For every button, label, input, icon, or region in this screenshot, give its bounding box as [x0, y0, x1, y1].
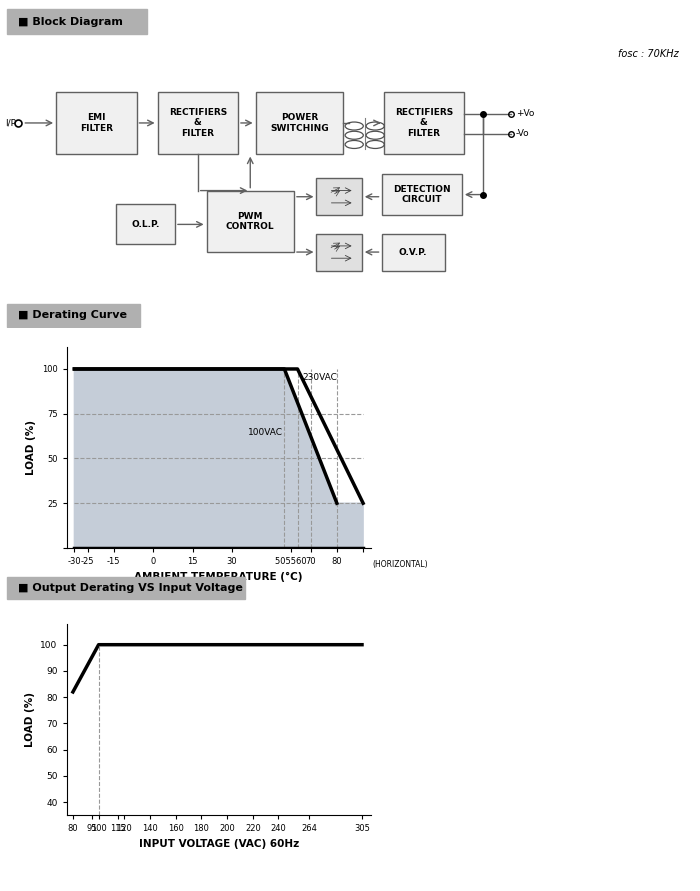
FancyBboxPatch shape — [316, 233, 362, 271]
Text: 230VAC: 230VAC — [302, 372, 337, 381]
Text: EMI
FILTER: EMI FILTER — [80, 113, 113, 133]
Text: ■ Block Diagram: ■ Block Diagram — [18, 17, 122, 27]
FancyBboxPatch shape — [206, 191, 294, 252]
Text: RECTIFIERS
&
FILTER: RECTIFIERS & FILTER — [395, 108, 453, 138]
Text: O.L.P.: O.L.P. — [131, 220, 160, 229]
Y-axis label: LOAD (%): LOAD (%) — [25, 692, 35, 747]
FancyBboxPatch shape — [256, 92, 343, 153]
Text: O.V.P.: O.V.P. — [399, 248, 427, 257]
X-axis label: INPUT VOLTAGE (VAC) 60Hz: INPUT VOLTAGE (VAC) 60Hz — [139, 838, 299, 849]
Text: (HORIZONTAL): (HORIZONTAL) — [372, 560, 428, 569]
Text: RECTIFIERS
&
FILTER: RECTIFIERS & FILTER — [169, 108, 227, 138]
FancyBboxPatch shape — [316, 178, 362, 215]
Text: DETECTION
CIRCUIT: DETECTION CIRCUIT — [393, 184, 451, 204]
FancyBboxPatch shape — [7, 304, 140, 327]
Text: PWM
CONTROL: PWM CONTROL — [226, 212, 274, 231]
FancyBboxPatch shape — [56, 92, 136, 153]
Text: 100VAC: 100VAC — [248, 429, 283, 437]
Text: +Vo: +Vo — [516, 110, 534, 119]
FancyBboxPatch shape — [384, 92, 464, 153]
Text: POWER
SWITCHING: POWER SWITCHING — [270, 113, 328, 133]
Text: I/P: I/P — [6, 119, 17, 127]
Text: -Vo: -Vo — [516, 129, 529, 138]
Polygon shape — [74, 369, 363, 548]
FancyBboxPatch shape — [382, 233, 444, 271]
FancyBboxPatch shape — [7, 9, 147, 34]
Text: ■ Derating Curve: ■ Derating Curve — [18, 310, 127, 320]
FancyBboxPatch shape — [158, 92, 238, 153]
Text: fosc : 70KHz: fosc : 70KHz — [618, 49, 679, 59]
FancyBboxPatch shape — [116, 204, 175, 244]
Y-axis label: LOAD (%): LOAD (%) — [26, 421, 36, 475]
Text: ■ Output Derating VS Input Voltage: ■ Output Derating VS Input Voltage — [18, 583, 242, 593]
FancyBboxPatch shape — [382, 174, 462, 215]
FancyBboxPatch shape — [7, 576, 245, 600]
X-axis label: AMBIENT TEMPERATURE (°C): AMBIENT TEMPERATURE (°C) — [134, 571, 303, 582]
